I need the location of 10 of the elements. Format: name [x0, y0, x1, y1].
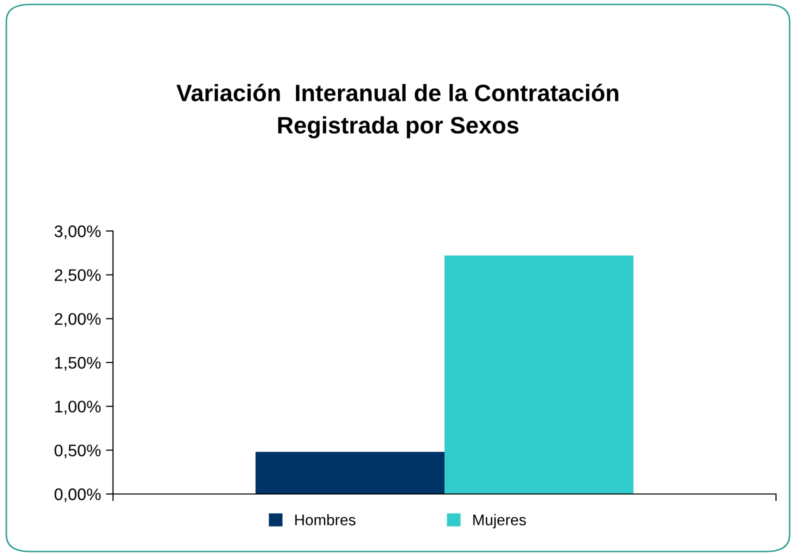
y-tick-label: 2,50% [54, 269, 101, 284]
y-tick-label: 0,00% [54, 488, 101, 502]
y-tick-label: 1,00% [55, 400, 101, 415]
y-tick-label: 1,50% [55, 356, 101, 371]
legend-label: Hombres [295, 514, 356, 526]
y-tick-label: 0,50% [54, 444, 101, 458]
y-tick-label: 2,00% [54, 313, 101, 327]
chart-title: Variación Interanual de la Contratación Registrada por Sexos [176, 84, 618, 138]
legend-label: Mujeres [473, 514, 526, 528]
y-tick-label: 3,00% [54, 225, 101, 240]
